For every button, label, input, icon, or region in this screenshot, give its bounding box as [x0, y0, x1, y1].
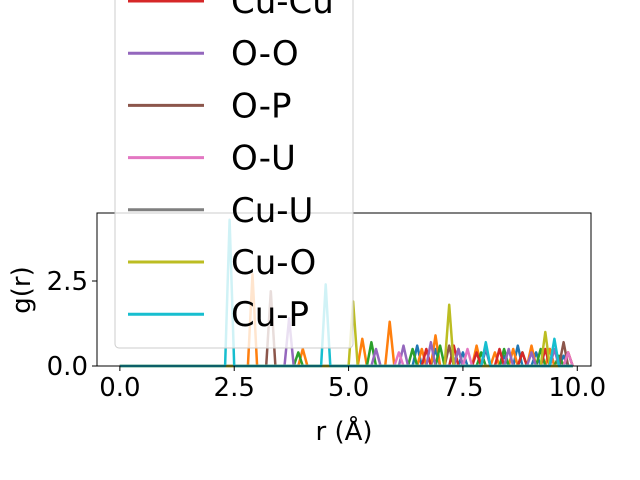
x-tick-label: 5.0 — [328, 373, 369, 403]
legend-label-cu-u: Cu-U — [231, 191, 313, 231]
legend: Cu-Cu O-O O-P O-U Cu-U Cu-O Cu-P — [114, 0, 354, 349]
y-tick-label: 2.5 — [47, 267, 88, 297]
y-ticks: 0.0 2.5 — [47, 267, 97, 382]
y-axis-label: g(r) — [7, 266, 37, 313]
x-tick-label: 7.5 — [442, 373, 483, 403]
legend-label-cu-cu: Cu-Cu — [231, 0, 334, 22]
legend-label-o-o: O-O — [231, 34, 299, 74]
x-axis-label: r (Å) — [315, 415, 372, 447]
x-ticks: 0.0 2.5 5.0 7.5 10.0 — [99, 366, 606, 403]
legend-label-o-p: O-P — [231, 86, 291, 126]
legend-label-o-u: O-U — [231, 139, 296, 179]
y-tick-label: 0.0 — [47, 352, 88, 382]
legend-label-cu-p: Cu-P — [231, 295, 309, 335]
legend-label-cu-o: Cu-O — [231, 243, 316, 283]
legend-items: Cu-Cu O-O O-P O-U Cu-U Cu-O Cu-P — [128, 0, 334, 335]
x-tick-label: 10.0 — [548, 373, 606, 403]
x-tick-label: 2.5 — [214, 373, 255, 403]
x-tick-label: 0.0 — [99, 373, 140, 403]
